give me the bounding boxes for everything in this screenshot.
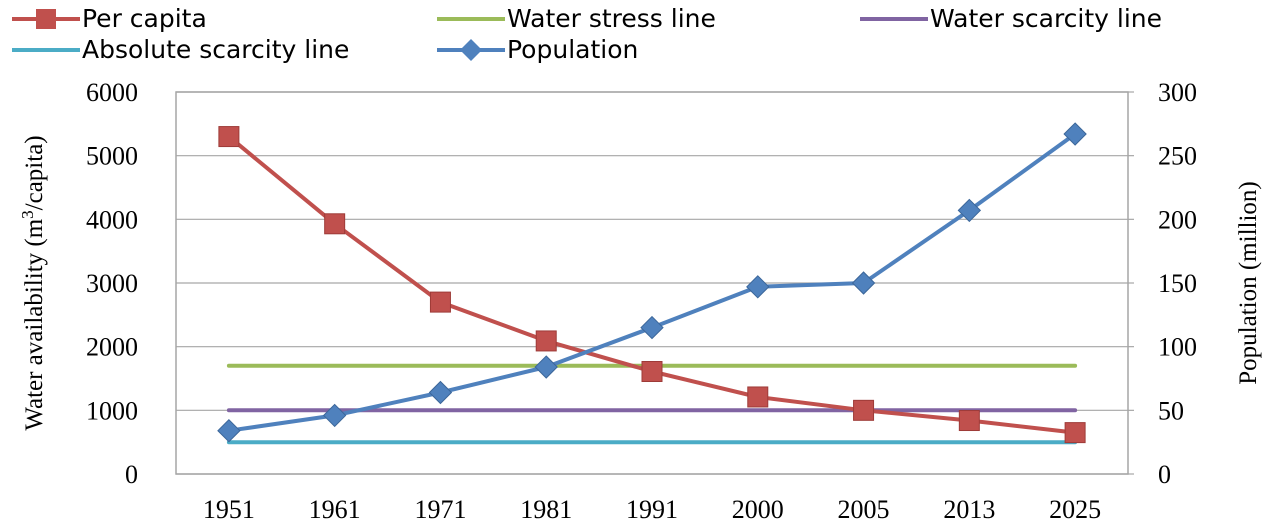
data-point: [640, 315, 664, 340]
left-axis-ticks: 0 1000 2000 3000 4000 5000 6000: [86, 78, 138, 489]
data-point: [853, 399, 875, 421]
x-tick-label: 2013: [943, 495, 995, 524]
series-layer: [217, 122, 1087, 445]
x-tick-label: 2025: [1049, 495, 1101, 524]
data-point: [535, 330, 557, 352]
legend-label: Water stress line: [507, 4, 716, 33]
data-point: [851, 271, 876, 295]
x-tick-label: 1961: [309, 495, 361, 524]
data-point: [322, 403, 347, 428]
y-tick-label: 4000: [86, 205, 138, 234]
legend-label: Absolute scarcity line: [82, 35, 349, 64]
legend: Per capita Water stress line Water scarcit…: [12, 4, 1162, 64]
series-line: [226, 134, 1078, 435]
legend-item: Water stress line: [437, 4, 716, 33]
data-point: [324, 213, 346, 235]
legend-label: Per capita: [82, 4, 207, 33]
data-point: [1063, 122, 1087, 146]
data-point: [217, 418, 241, 443]
data-point: [957, 198, 982, 223]
legend-item: Population: [437, 35, 638, 64]
data-point: [747, 386, 769, 408]
legend-label: Water scarcity line: [930, 4, 1162, 33]
x-tick-label: 2000: [732, 495, 784, 524]
x-tick-label: 1971: [414, 495, 466, 524]
x-axis-ticks: 1951 1961 1971 1981 1991 2000 2005 2013 2025: [203, 495, 1101, 524]
y2-tick-label: 250: [1158, 142, 1197, 171]
x-tick-label: 1991: [626, 495, 678, 524]
y-axis-title: Water availability (m3/capita): [18, 135, 49, 430]
y-tick-label: 0: [125, 460, 138, 489]
legend-marker: [36, 9, 56, 29]
data-point: [641, 360, 663, 382]
x-tick-label: 2005: [838, 495, 890, 524]
y2-tick-label: 50: [1158, 396, 1184, 425]
legend-item: Per capita: [12, 4, 207, 33]
y2-tick-label: 200: [1158, 205, 1197, 234]
y2-tick-label: 0: [1158, 460, 1171, 489]
data-point: [958, 410, 980, 432]
data-point: [218, 126, 240, 148]
y2-tick-label: 150: [1158, 269, 1197, 298]
y2-tick-label: 100: [1158, 333, 1197, 362]
legend-item: Water scarcity line: [860, 4, 1162, 33]
data-point: [534, 355, 558, 379]
series-per-capita: [218, 126, 1086, 444]
legend-marker: [460, 39, 482, 61]
series-line: [226, 132, 1078, 433]
legend-item: Absolute scarcity line: [12, 35, 349, 64]
data-point: [428, 380, 453, 405]
legend-label: Population: [507, 35, 638, 64]
data-point: [1064, 422, 1086, 444]
series-population: [217, 122, 1087, 443]
y-tick-label: 1000: [86, 396, 138, 425]
x-tick-label: 1951: [203, 495, 255, 524]
y2-tick-label: 300: [1158, 78, 1197, 107]
y2-axis-title: Population (million): [1235, 181, 1262, 384]
x-tick-label: 1981: [520, 495, 572, 524]
data-point: [429, 291, 451, 313]
y-tick-label: 3000: [86, 269, 138, 298]
right-axis-ticks: 0 50 100 150 200 250 300: [1128, 78, 1197, 489]
data-point: [746, 275, 770, 299]
y-tick-label: 6000: [86, 78, 138, 107]
y-tick-label: 2000: [86, 333, 138, 362]
y-tick-label: 5000: [86, 142, 138, 171]
